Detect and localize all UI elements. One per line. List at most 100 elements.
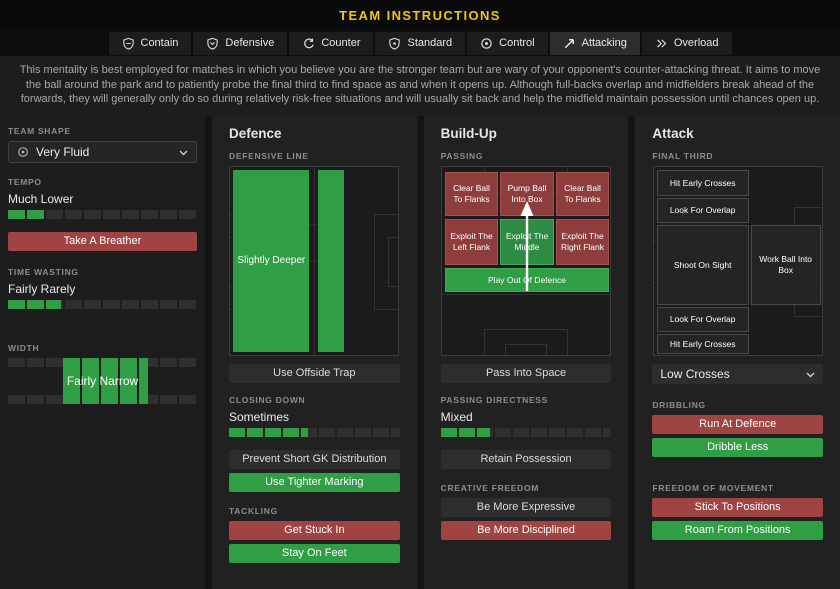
time-wasting-value: Fairly Rarely (8, 281, 76, 296)
closing-down-slider[interactable] (229, 427, 400, 437)
pass-into-space-button[interactable]: Pass Into Space (440, 363, 612, 383)
passing-label: PASSING (440, 150, 484, 161)
final-third-zone-look-for-overlap-top[interactable]: Look For Overlap (656, 197, 749, 223)
team-shape-value: Very Fluid (36, 144, 90, 159)
tab-attacking[interactable]: Attacking (549, 31, 640, 55)
final-third-zone-work-ball-into-box[interactable]: Work Ball Into Box (750, 224, 821, 305)
tempo-label: TEMPO (8, 176, 42, 187)
defensive-line-label: DEFENSIVE LINE (229, 150, 309, 161)
tab-standard[interactable]: Standard (375, 31, 466, 55)
width-value: Fairly Narrow (66, 373, 139, 388)
tab-label: Contain (140, 37, 179, 49)
pitch-penalty-box-bottom (484, 328, 568, 355)
final-third-zone-shoot-on-sight[interactable]: Shoot On Sight (656, 224, 749, 305)
team-shape-label: TEAM SHAPE (8, 125, 71, 136)
control-icon (480, 37, 493, 50)
tab-label: Overload (673, 37, 719, 49)
contain-icon (122, 37, 135, 50)
shield-icon (206, 37, 219, 50)
chevron-down-icon (806, 367, 815, 381)
tempo-slider[interactable] (8, 209, 197, 219)
tab-control[interactable]: Control (467, 31, 548, 55)
tab-label: Standard (407, 37, 453, 49)
passing-zone-clear-ball-to-flanks-left[interactable]: Clear Ball To Flanks (445, 171, 498, 216)
prevent-short-gk-distribution-button[interactable]: Prevent Short GK Distribution (229, 449, 400, 469)
final-third-zone-hit-early-crosses-top[interactable]: Hit Early Crosses (656, 169, 749, 196)
defensive-line-marker[interactable] (318, 169, 345, 352)
passing-zone-play-out-of-defence[interactable]: Play Out Of Defence (445, 267, 609, 292)
final-third-zone-hit-early-crosses-bottom[interactable]: Hit Early Crosses (656, 333, 749, 354)
passing-zone-exploit-left-flank[interactable]: Exploit The Left Flank (445, 218, 498, 265)
tab-label: Defensive (225, 37, 275, 49)
tab-overload[interactable]: Overload (641, 31, 732, 55)
standard-icon (388, 37, 401, 50)
use-offside-trap-button[interactable]: Use Offside Trap (229, 363, 400, 383)
final-third-pitch: Hit Early Crosses Look For Overlap Shoot… (652, 165, 823, 356)
pitch-halfway-line (442, 293, 610, 295)
take-a-breather-button[interactable]: Take A Breather (8, 231, 197, 251)
final-third-zone-look-for-overlap-bottom[interactable]: Look For Overlap (656, 306, 749, 332)
tab-defensive[interactable]: Defensive (193, 31, 288, 55)
passing-zone-exploit-the-middle[interactable]: Exploit The Middle (500, 218, 554, 265)
retain-possession-button[interactable]: Retain Possession (440, 449, 612, 469)
passing-directness-slider[interactable] (440, 427, 612, 437)
width-widget[interactable]: Fairly Narrow (8, 357, 197, 404)
be-more-expressive-button[interactable]: Be More Expressive (440, 497, 612, 517)
be-more-disciplined-button[interactable]: Be More Disciplined (440, 520, 612, 540)
defence-panel: Defence DEFENSIVE LINE Slightly Deeper U… (212, 115, 417, 589)
attack-panel: Attack FINAL THIRD Hit Early Crosses Loo… (635, 115, 840, 589)
passing-pitch: Clear Ball To Flanks Pump Ball Into Box … (441, 165, 611, 356)
closing-down-slider-fill (229, 427, 308, 437)
page-title: TEAM INSTRUCTIONS (339, 7, 501, 23)
get-stuck-in-button[interactable]: Get Stuck In (229, 520, 400, 540)
instructions-columns: TEAM SHAPE Very Fluid TEMPO Much Lower T… (0, 115, 840, 589)
dribble-less-button[interactable]: Dribble Less (652, 437, 824, 457)
mentality-tabs: Contain Defensive Counter Standard Contr… (0, 30, 840, 56)
tab-counter[interactable]: Counter (289, 31, 374, 55)
counter-icon (302, 37, 315, 50)
pitch-six-yard-box-right (388, 236, 399, 287)
run-at-defence-button[interactable]: Run At Defence (652, 414, 824, 434)
creative-freedom-label: CREATIVE FREEDOM (440, 482, 540, 493)
final-third-label: FINAL THIRD (652, 150, 714, 161)
mentality-description: This mentality is best employed for matc… (19, 64, 821, 106)
mentality-description-area: This mentality is best employed for matc… (0, 56, 840, 116)
dribbling-label: DRIBBLING (652, 399, 706, 410)
passing-directness-value: Mixed (440, 409, 473, 424)
freedom-of-movement-label: FREEDOM OF MOVEMENT (652, 482, 774, 493)
chevron-down-icon (179, 145, 188, 159)
passing-directness-label: PASSING DIRECTNESS (440, 394, 549, 405)
time-wasting-slider[interactable] (8, 299, 197, 309)
stay-on-feet-button[interactable]: Stay On Feet (229, 543, 400, 563)
tab-label: Counter (321, 37, 361, 49)
general-column: TEAM SHAPE Very Fluid TEMPO Much Lower T… (0, 115, 205, 589)
stick-to-positions-button[interactable]: Stick To Positions (652, 497, 824, 517)
defence-title: Defence (229, 125, 282, 141)
closing-down-value: Sometimes (229, 409, 290, 424)
tempo-slider-fill (8, 209, 44, 219)
crossing-value: Low Crosses (660, 366, 730, 381)
tackling-label: TACKLING (229, 505, 278, 516)
time-wasting-slider-fill (8, 299, 61, 309)
tab-contain[interactable]: Contain (108, 31, 192, 55)
defensive-line-pitch: Slightly Deeper (229, 165, 400, 356)
crossing-dropdown[interactable]: Low Crosses (652, 363, 824, 384)
use-tighter-marking-button[interactable]: Use Tighter Marking (229, 472, 400, 492)
roam-from-positions-button[interactable]: Roam From Positions (652, 520, 824, 540)
passing-zone-exploit-right-flank[interactable]: Exploit The Right Flank (556, 218, 609, 265)
attacking-icon (563, 37, 576, 50)
passing-zone-clear-ball-to-flanks-right[interactable]: Clear Ball To Flanks (556, 171, 609, 216)
team-shape-dropdown[interactable]: Very Fluid (8, 140, 197, 163)
width-label: WIDTH (8, 342, 40, 353)
defensive-line-value: Slightly Deeper (237, 255, 306, 267)
time-wasting-label: TIME WASTING (8, 266, 79, 277)
tab-label: Control (499, 37, 535, 49)
closing-down-label: CLOSING DOWN (229, 394, 306, 405)
pitch-six-yard-box-bottom (505, 343, 547, 355)
passing-zone-pump-ball-into-box[interactable]: Pump Ball Into Box (500, 171, 554, 216)
title-bar: TEAM INSTRUCTIONS (0, 0, 840, 30)
defensive-line-zone[interactable]: Slightly Deeper (233, 169, 310, 352)
buildup-panel: Build-Up PASSING Clear Ball To Flanks Pu… (423, 115, 629, 589)
buildup-title: Build-Up (440, 125, 497, 141)
overload-icon (655, 37, 668, 50)
